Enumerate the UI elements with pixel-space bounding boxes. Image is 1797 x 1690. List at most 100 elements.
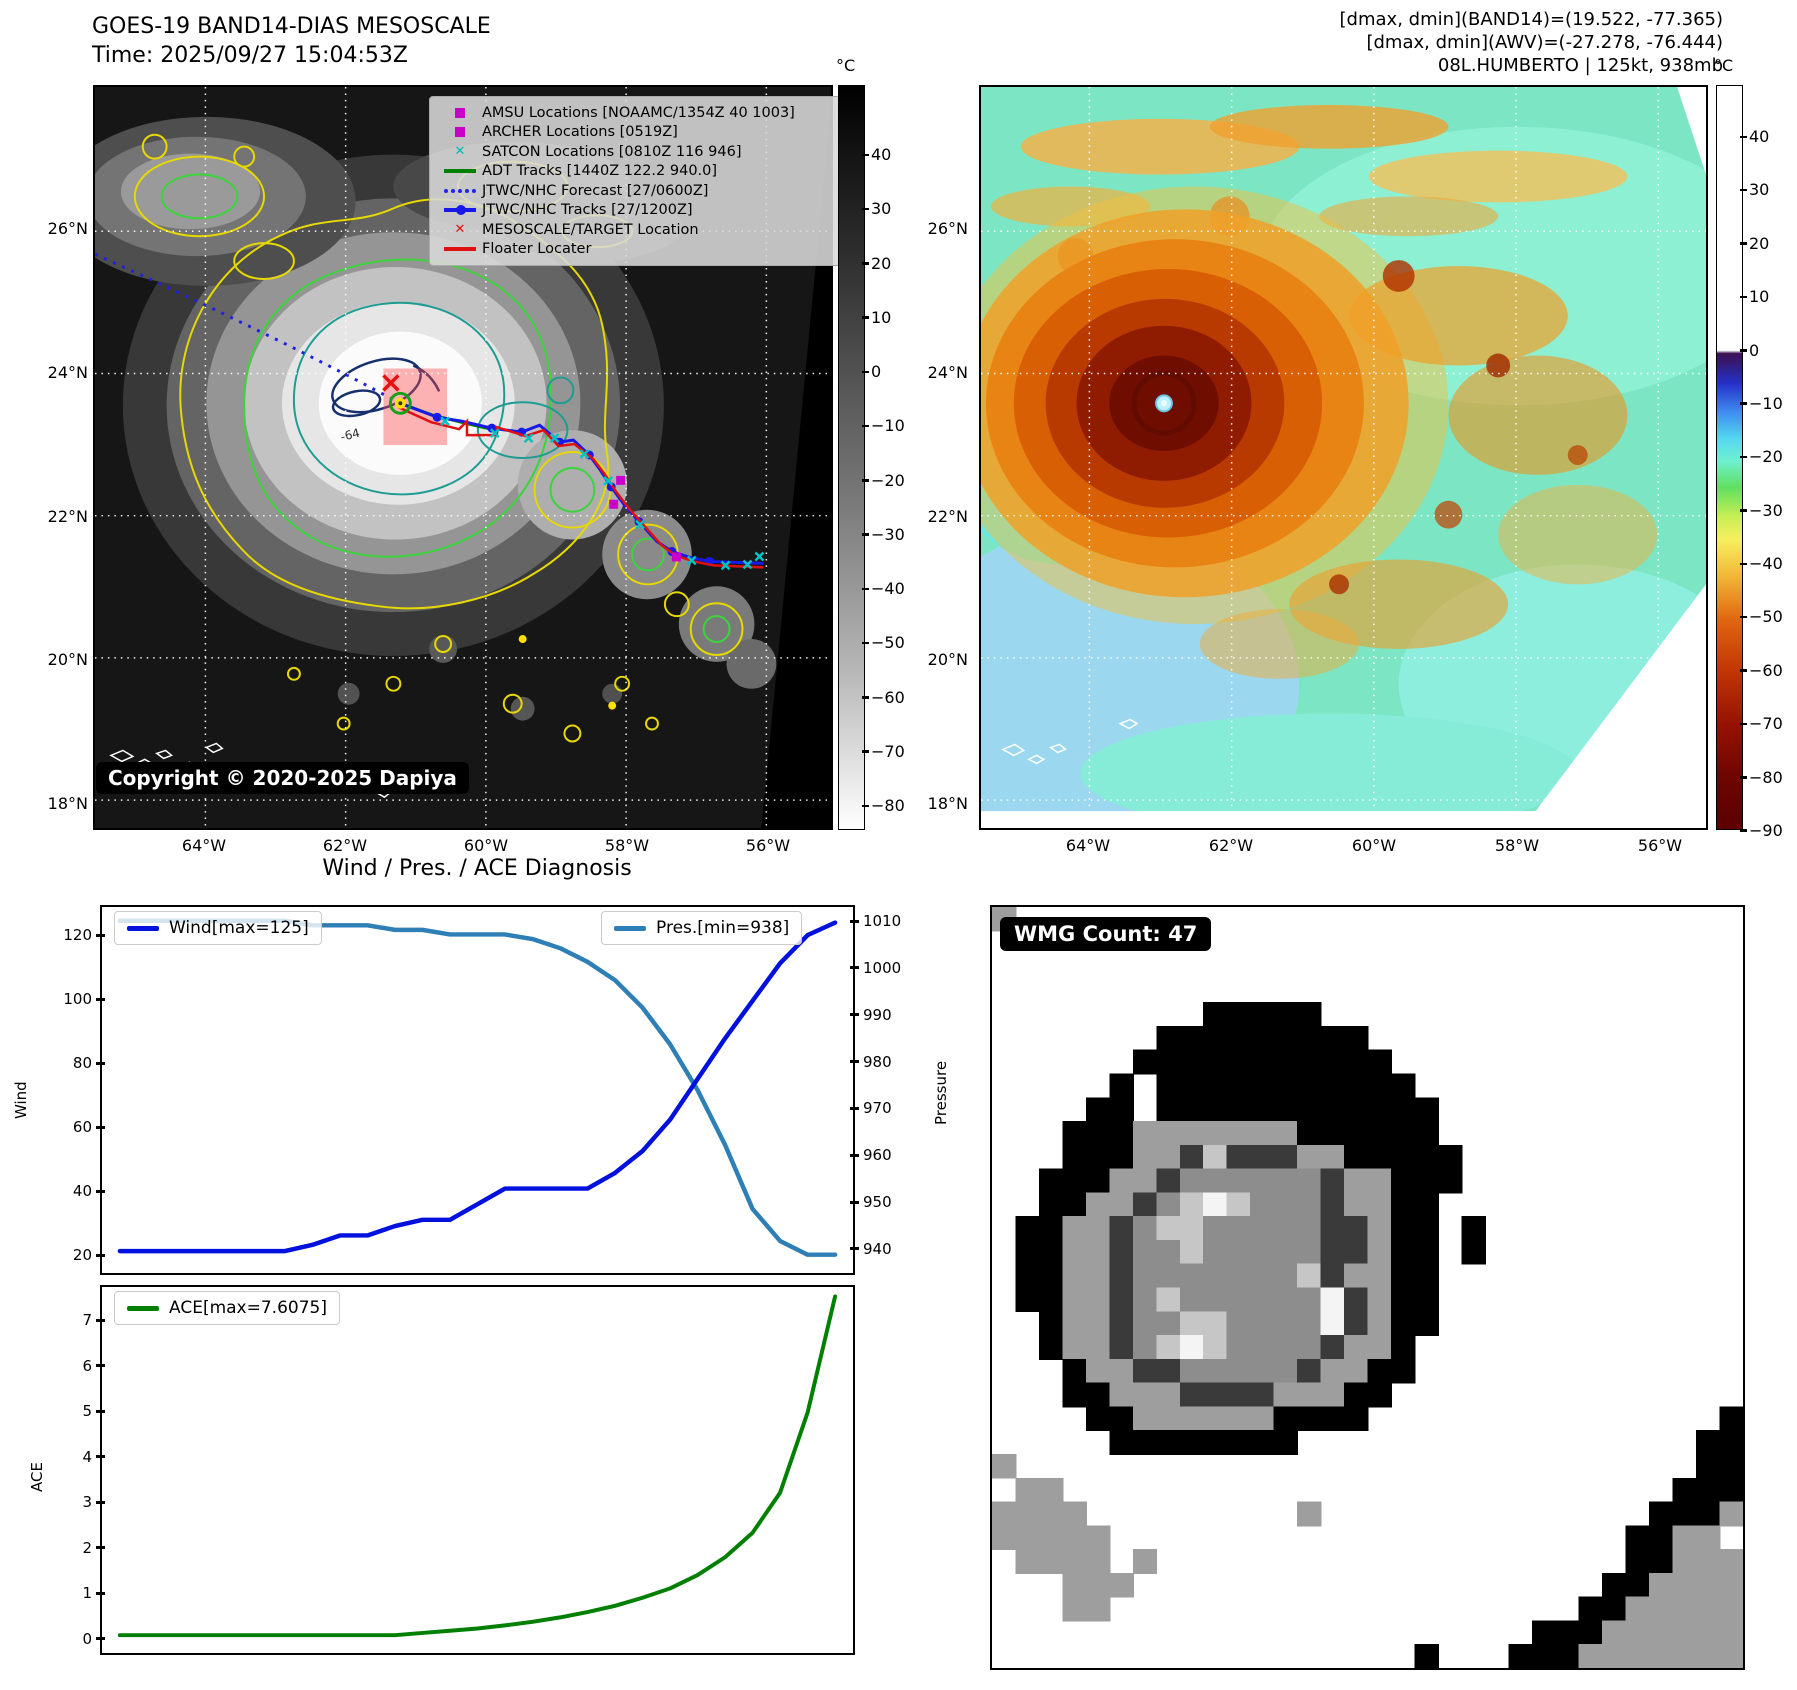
latitude-tick-label: 20°N [47,650,88,670]
band14-colorbar-unit: °C [836,56,856,75]
colorbar-tick-label: 40 [1740,127,1797,146]
dmax-dmin-band14: [dmax, dmin](BAND14)=(19.522, -77.365) [1339,9,1723,30]
satcon-x-icon: ✕ [454,144,466,160]
pressure-tick-label: 990 [850,1006,917,1024]
wind-tick-label: 80 [38,1054,105,1072]
ir-colorbar [1716,85,1743,830]
wind-line-swatch [127,925,159,931]
pressure-tick-label: 1000 [850,959,917,977]
longitude-tick-label: 56°W [745,836,791,855]
copyright-badge: Copyright © 2020-2025 Dapiya [96,762,469,794]
pressure-axis-ticks: 1010 1000 990 980 970 960 950 940 [850,912,917,1258]
ace-legend: ACE[max=7.6075] [114,1291,340,1325]
latitude-tick-label: 26°N [47,219,88,238]
ir-colorbar-ticks: 40 30 20 10 0 −10 −20 −30 −40 −50 −60 −70 −80 −90 [1740,127,1797,840]
archer-square-icon [438,127,482,138]
pressure-tick-label: 940 [850,1240,917,1258]
timestamp: Time: 2025/09/27 15:04:53Z [92,43,408,68]
pressure-tick-label: 950 [850,1193,917,1211]
ace-tick-label: 6 [50,1357,105,1375]
colorbar-tick-label: −60 [862,688,931,707]
pressure-legend-label: Pres.[min=938] [656,918,790,938]
colorbar-tick-label: −50 [1740,607,1797,626]
latitude-tick-label: 26°N [927,219,968,238]
ace-tick-label: 5 [50,1402,105,1420]
wmg-pixel-image [990,905,1745,1670]
colorbar-tick-label: −80 [862,796,931,815]
legend-label-satcon: SATCON Locations [0810Z 116 946] [482,143,742,160]
longitude-tick-label: 64°W [1065,836,1111,855]
wind-tick-label: 40 [38,1182,105,1200]
colorbar-tick-label: −10 [1740,394,1797,413]
storm-id-intensity: 08L.HUMBERTO | 125kt, 938mb [1437,55,1723,76]
ace-tick-label: 3 [50,1493,105,1511]
band14-map-graphic: -64 [95,87,831,828]
band14-colorbar-ticks: 40 30 20 10 0 −10 −20 −30 −40 −50 −60 −70 −80 [862,145,931,815]
ir-colorbar-unit: °C [1714,56,1734,75]
amsu-archer-markers [609,475,681,562]
map-legend: AMSU Locations [NOAAMC/1354Z 40 1003] AR… [429,96,853,266]
longitude-tick-label: 58°W [604,836,650,855]
latitude-tick-label: 18°N [927,794,968,813]
ace-axis-ticks: 7 6 5 4 3 2 1 0 [50,1311,105,1648]
colorbar-tick-label: −90 [1740,821,1797,840]
navy-contours [331,357,441,418]
colorbar-tick-label: −20 [1740,447,1797,466]
floater-locater-line [397,406,764,569]
rightmap-longitude-ticks: 64°W 62°W 60°W 58°W 56°W [1043,836,1705,855]
rightmap-latitude-ticks: 26°N 24°N 22°N 20°N 18°N [908,219,968,813]
adt-line-icon [438,169,482,174]
colorbar-tick-label: 20 [862,254,931,273]
latitude-tick-label: 22°N [927,506,968,526]
legend-label-floater: Floater Locater [482,241,592,258]
contour-label: -64 [339,426,361,444]
wind-tick-label: 120 [38,926,105,944]
colorbar-tick-label: 30 [1740,180,1797,199]
colorbar-tick-label: −10 [862,416,931,435]
figure-title: GOES-19 BAND14-DIAS MESOSCALE Time: 2025… [92,12,491,70]
longitude-tick-label: 56°W [1637,836,1683,855]
jtwc-forecast-line [95,252,402,405]
ace-chart [100,1285,855,1655]
graticule [981,87,1706,828]
colorbar-tick-label: 40 [862,145,931,164]
pressure-tick-label: 1010 [850,912,917,930]
target-x-marker [382,374,400,392]
dmax-dmin-awv: [dmax, dmin](AWV)=(-27.278, -76.444) [1366,32,1723,53]
band14-colorbar [838,85,865,830]
pressure-legend: Pres.[min=938] [601,911,803,945]
amsu-square-icon [438,107,482,118]
ace-line-swatch [127,1305,159,1311]
colorbar-tick-label: −20 [862,471,931,490]
pressure-tick-label: 970 [850,1099,917,1117]
wind-axis-ticks: 120 100 80 60 40 20 [38,926,105,1264]
color-ir-satellite-map [979,85,1708,830]
ace-tick-label: 7 [50,1311,105,1329]
satcon-markers [440,416,765,571]
longitude-tick-label: 60°W [463,836,509,855]
ace-tick-label: 4 [50,1448,105,1466]
leftmap-latitude-ticks: 26°N 24°N 22°N 20°N 18°N [28,219,88,813]
longitude-tick-label: 64°W [181,836,227,855]
colorbar-tick-label: −50 [862,633,931,652]
storm-info: [dmax, dmin](BAND14)=(19.522, -77.365) [… [1340,8,1723,77]
legend-label-tracks: JTWC/NHC Tracks [27/1200Z] [482,202,693,219]
ace-axis-label: ACE [28,1462,46,1493]
ace-legend-label: ACE[max=7.6075] [169,1298,327,1318]
chart-section-title: Wind / Pres. / ACE Diagnosis [322,856,632,881]
floater-line-icon [438,247,482,252]
longitude-tick-label: 62°W [1208,836,1254,855]
wind-axis-label: Wind [12,1081,30,1119]
legend-label-forecast: JTWC/NHC Forecast [27/0600Z] [482,182,709,199]
island-outlines [1001,718,1139,765]
storm-eye-marker [388,391,412,415]
ace-tick-label: 0 [50,1630,105,1648]
colorbar-tick-label: 10 [862,308,931,327]
legend-label-amsu: AMSU Locations [NOAAMC/1354Z 40 1003] [482,104,795,121]
wind-legend-label: Wind[max=125] [169,918,309,938]
colorbar-tick-label: −70 [862,742,931,761]
longitude-tick-label: 60°W [1351,836,1397,855]
leftmap-longitude-ticks: 64°W 62°W 60°W 58°W 56°W [159,836,813,855]
wind-tick-label: 100 [38,990,105,1008]
satellite-title: GOES-19 BAND14-DIAS MESOSCALE [92,14,491,39]
